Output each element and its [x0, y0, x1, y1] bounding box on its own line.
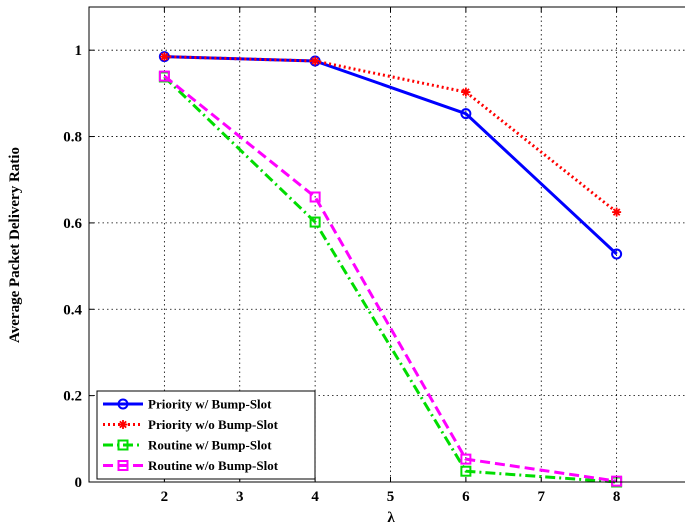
- data-point: [611, 248, 623, 260]
- x-tick-label: 7: [538, 489, 546, 505]
- legend-marker: [117, 460, 129, 471]
- legend-marker: [117, 439, 129, 451]
- legend-marker: [118, 420, 128, 429]
- legend-label: Routine w/ Bump-Slot: [148, 438, 272, 453]
- data-point: [159, 52, 169, 62]
- series-line: [163, 74, 617, 483]
- legend: Priority w/ Bump-Slot Priority w/o Bump-S…: [96, 390, 316, 480]
- x-tick-label: 6: [462, 489, 470, 505]
- data-point: [158, 70, 170, 82]
- data-point: [612, 207, 622, 217]
- data-point: [309, 216, 321, 228]
- y-tick-label: 0.8: [63, 130, 82, 146]
- data-point: [460, 108, 472, 120]
- y-tick-label: 0: [75, 475, 83, 491]
- data-point: [310, 56, 320, 66]
- x-tick-label: 4: [311, 489, 319, 505]
- legend-item: Routine w/ Bump-Slot: [103, 438, 272, 453]
- y-tick-label: 0.4: [63, 302, 82, 318]
- legend-label: Routine w/o Bump-Slot: [148, 458, 279, 473]
- legend-marker: [117, 398, 129, 410]
- series-group: [158, 51, 623, 488]
- legend-label: Priority w/o Bump-Slot: [148, 417, 279, 432]
- ticks: 2 3 4 5 6 7 8 0 0.2 0.4 0.6 0.8 1: [63, 7, 621, 505]
- y-tick-label: 0.2: [63, 389, 82, 405]
- data-point: [460, 453, 472, 465]
- series-line: [163, 75, 617, 484]
- x-tick-label: 5: [387, 489, 395, 505]
- x-axis-title: λ: [387, 510, 395, 526]
- data-point: [309, 191, 321, 203]
- legend-item: Priority w/o Bump-Slot: [103, 417, 279, 432]
- x-tick-label: 3: [236, 489, 244, 505]
- y-axis-title: Average Packet Delivery Ratio: [7, 147, 23, 343]
- y-tick-label: 0.6: [63, 216, 82, 232]
- legend-item: Priority w/ Bump-Slot: [103, 397, 272, 412]
- x-tick-label: 2: [161, 489, 169, 505]
- series-2: [159, 52, 622, 217]
- data-point: [460, 465, 472, 477]
- legend-label: Priority w/ Bump-Slot: [148, 397, 272, 412]
- series-line: [164, 55, 618, 214]
- x-tick-label: 8: [613, 489, 621, 505]
- y-tick-label: 1: [75, 43, 83, 59]
- data-point: [611, 475, 623, 487]
- series-4: [158, 70, 623, 487]
- data-point: [461, 87, 471, 97]
- legend-item: Routine w/o Bump-Slot: [103, 458, 279, 473]
